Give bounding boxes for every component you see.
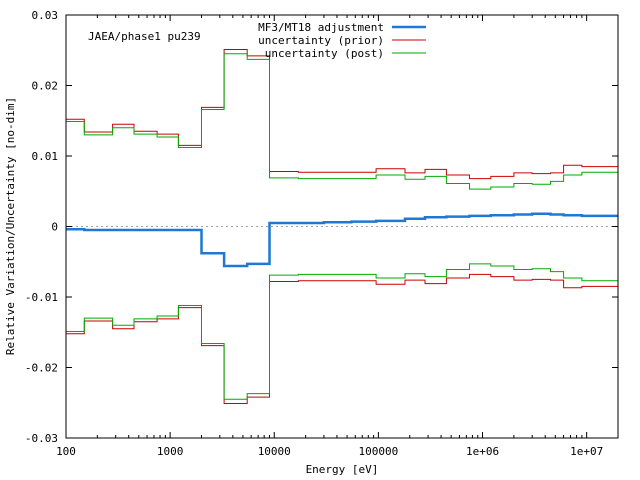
y-tick-label: 0.01	[32, 150, 59, 163]
legend-label-uncertainty-post: uncertainty (post)	[265, 47, 384, 60]
y-tick-label: 0	[51, 221, 58, 234]
y-axis-label: Relative Variation/Uncertainty [no-dim]	[4, 97, 17, 355]
x-tick-label: 1000	[157, 445, 184, 458]
chart-series	[66, 49, 618, 404]
series-uncertainty-prior-upper	[66, 49, 618, 180]
x-tick-label: 1e+06	[466, 445, 499, 458]
x-tick-label: 100	[56, 445, 76, 458]
y-tick-label: 0.03	[32, 9, 59, 22]
x-tick-label: 10000	[258, 445, 291, 458]
legend-label-uncertainty-prior: uncertainty (prior)	[258, 34, 384, 47]
legend-label-mf3-mt18-adjustment: MF3/MT18 adjustment	[258, 21, 384, 34]
series-uncertainty-post-upper	[66, 53, 618, 190]
x-tick-label: 100000	[359, 445, 399, 458]
chart-annotation: JAEA/phase1 pu239	[88, 30, 201, 43]
plot-frame	[65, 14, 619, 439]
x-axis-label: Energy [eV]	[306, 463, 379, 476]
y-tick-label: -0.01	[25, 291, 58, 304]
series-uncertainty-post-lower	[66, 263, 618, 400]
y-tick-label: 0.02	[32, 80, 59, 93]
y-tick-label: -0.03	[25, 432, 58, 445]
x-tick-label: 1e+07	[570, 445, 603, 458]
series-mf3-mt18-adjustment	[66, 212, 618, 268]
series-uncertainty-prior-lower	[66, 273, 618, 404]
y-tick-label: -0.02	[25, 362, 58, 375]
